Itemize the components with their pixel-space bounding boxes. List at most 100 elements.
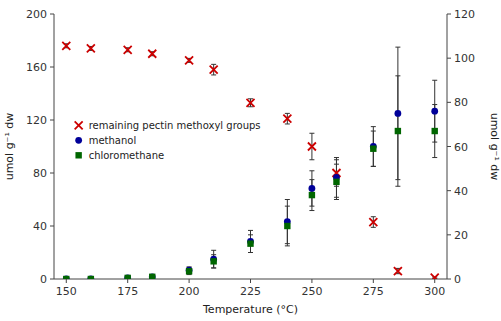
y2-tick [447, 234, 451, 235]
y2-tick [447, 190, 451, 191]
point [247, 240, 253, 246]
error-bars [64, 47, 437, 279]
point [124, 275, 130, 279]
point [186, 268, 192, 274]
y-tick [50, 67, 54, 68]
y2-tick-label: 80 [454, 96, 468, 109]
legend-label: remaining pectin methoxyl groups [89, 120, 261, 131]
error-bar [371, 127, 376, 167]
point [88, 276, 94, 279]
x-tick [127, 279, 128, 283]
point [87, 276, 94, 279]
legend-label: methanol [89, 135, 137, 146]
error-bar [432, 80, 437, 142]
point [394, 267, 402, 275]
point [185, 56, 193, 64]
y2-tick-label: 60 [454, 141, 468, 154]
x-tick [189, 279, 190, 283]
point [63, 276, 70, 279]
legend: remaining pectin methoxyl groups methanol… [75, 120, 261, 161]
point [333, 179, 339, 185]
x-tick [250, 279, 251, 283]
error-bars [64, 76, 437, 279]
point [149, 273, 156, 279]
y-axis-line [54, 14, 55, 279]
y-tick [50, 120, 54, 121]
y-tick-label: 200 [26, 8, 47, 21]
point [149, 274, 155, 279]
error-bar [395, 76, 400, 186]
y-tick-label: 80 [33, 167, 47, 180]
x-tick-label: 225 [240, 285, 261, 298]
plot-area [62, 42, 438, 279]
y2-axis-label: umol g⁻¹ dw [488, 113, 501, 181]
series-markers [63, 108, 438, 279]
x-tick [66, 279, 67, 283]
error-bar [187, 268, 192, 275]
point [309, 185, 316, 192]
x-tick-label: 275 [363, 285, 384, 298]
y2-tick [447, 279, 451, 280]
point [283, 115, 291, 123]
y-tick-label: 160 [26, 61, 47, 74]
point [431, 274, 439, 279]
point [369, 218, 377, 226]
y2-tick [447, 102, 451, 103]
point [124, 274, 131, 279]
point [309, 192, 315, 198]
y2-tick-label: 0 [454, 273, 461, 286]
x-tick [311, 279, 312, 283]
x-tick-label: 300 [424, 285, 445, 298]
y2-tick-label: 120 [454, 8, 475, 21]
series-markers [62, 42, 438, 279]
point [308, 143, 316, 151]
y2-tick [447, 146, 451, 147]
point [124, 46, 132, 54]
point [394, 110, 401, 117]
x-tick-label: 250 [301, 285, 322, 298]
error-bar [211, 250, 216, 268]
point [431, 108, 438, 115]
y-tick-label: 40 [33, 220, 47, 233]
error-bar [248, 230, 253, 252]
y-tick [50, 14, 54, 15]
y2-tick-label: 40 [454, 185, 468, 198]
x-tick [373, 279, 374, 283]
error-bar [285, 206, 290, 246]
y2-tick-label: 20 [454, 229, 468, 242]
x-tick-label: 150 [56, 285, 77, 298]
x-tick-label: 175 [117, 285, 138, 298]
error-bar [309, 180, 314, 211]
error-bars [64, 44, 437, 279]
point [62, 42, 70, 50]
legend-marker [75, 137, 82, 144]
point [210, 258, 216, 264]
error-bar [432, 105, 437, 158]
x-tick [434, 279, 435, 283]
error-bar [150, 275, 155, 279]
error-bar [211, 255, 216, 268]
point [63, 276, 69, 279]
x-tick-label: 200 [179, 285, 200, 298]
y2-tick [447, 14, 451, 15]
y-tick-label: 120 [26, 114, 47, 127]
legend-marker [75, 152, 81, 158]
point [210, 66, 218, 74]
error-bar [248, 235, 253, 253]
point [247, 99, 255, 107]
error-bar [187, 267, 192, 274]
legend-marker [75, 121, 83, 129]
point [148, 50, 156, 58]
y2-tick [447, 58, 451, 59]
y2-tick-label: 100 [454, 52, 475, 65]
y-axis-label: umol g⁻¹ dw [3, 113, 16, 181]
point [186, 267, 193, 274]
error-bar [334, 164, 339, 199]
y-tick [50, 279, 54, 280]
y-tick [50, 173, 54, 174]
y-tick-label: 0 [40, 273, 47, 286]
legend-label: chloromethane [89, 150, 165, 161]
point [370, 146, 376, 152]
x-axis-label: Temperature (°C) [202, 303, 298, 316]
point [395, 128, 401, 134]
